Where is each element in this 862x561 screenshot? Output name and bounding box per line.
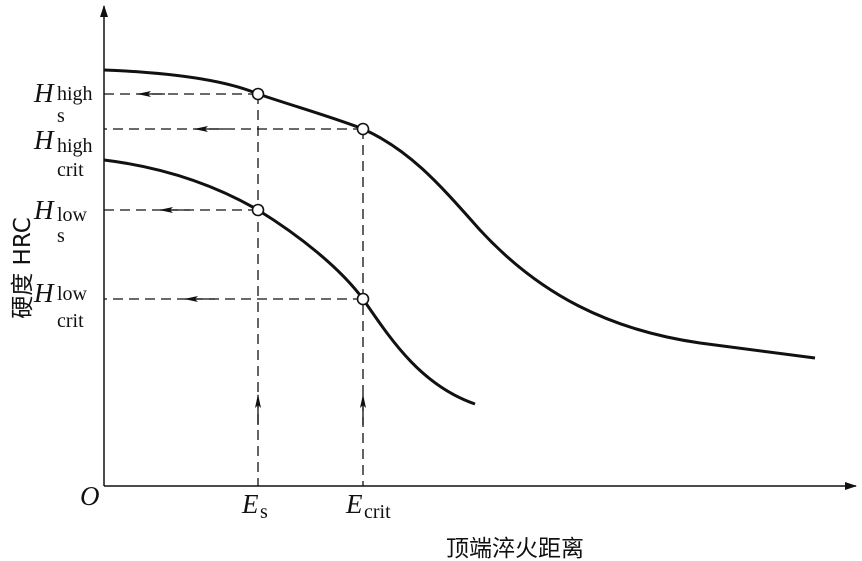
marker-subscript: crit: [57, 310, 84, 332]
y-marker: H low crit: [33, 278, 88, 332]
marker-subscript: s: [57, 105, 65, 127]
marker-symbol: H: [33, 278, 55, 308]
point: [356, 122, 370, 136]
point: [251, 87, 265, 101]
marker-subscript: s: [57, 225, 65, 247]
y-axis-label: 硬度 HRC: [10, 217, 36, 319]
marker-subscript: s: [260, 501, 268, 523]
marker-symbol: E: [241, 489, 259, 519]
marker-symbol: H: [33, 125, 55, 155]
point: [356, 292, 370, 306]
y-marker: H low s: [33, 195, 88, 247]
marker-symbol: H: [33, 195, 55, 225]
marker-symbol: H: [33, 78, 55, 108]
marker-superscript: high: [57, 83, 93, 105]
y-marker: H high s: [33, 78, 93, 127]
low-hardness-curve: [103, 158, 476, 406]
origin-label: O: [80, 481, 100, 511]
marker-superscript: low: [57, 204, 88, 226]
high-hardness-curve: [103, 68, 816, 360]
point: [251, 203, 265, 217]
marker-symbol: E: [345, 489, 363, 519]
marker-superscript: low: [57, 283, 88, 305]
marker-superscript: high: [57, 135, 93, 157]
x-marker: E s: [241, 489, 268, 523]
y-marker: H high crit: [33, 125, 93, 181]
x-axis-label: 顶端淬火距离: [446, 536, 584, 561]
marker-subscript: crit: [57, 159, 84, 181]
marker-subscript: crit: [364, 501, 391, 523]
x-marker: E crit: [345, 489, 391, 523]
